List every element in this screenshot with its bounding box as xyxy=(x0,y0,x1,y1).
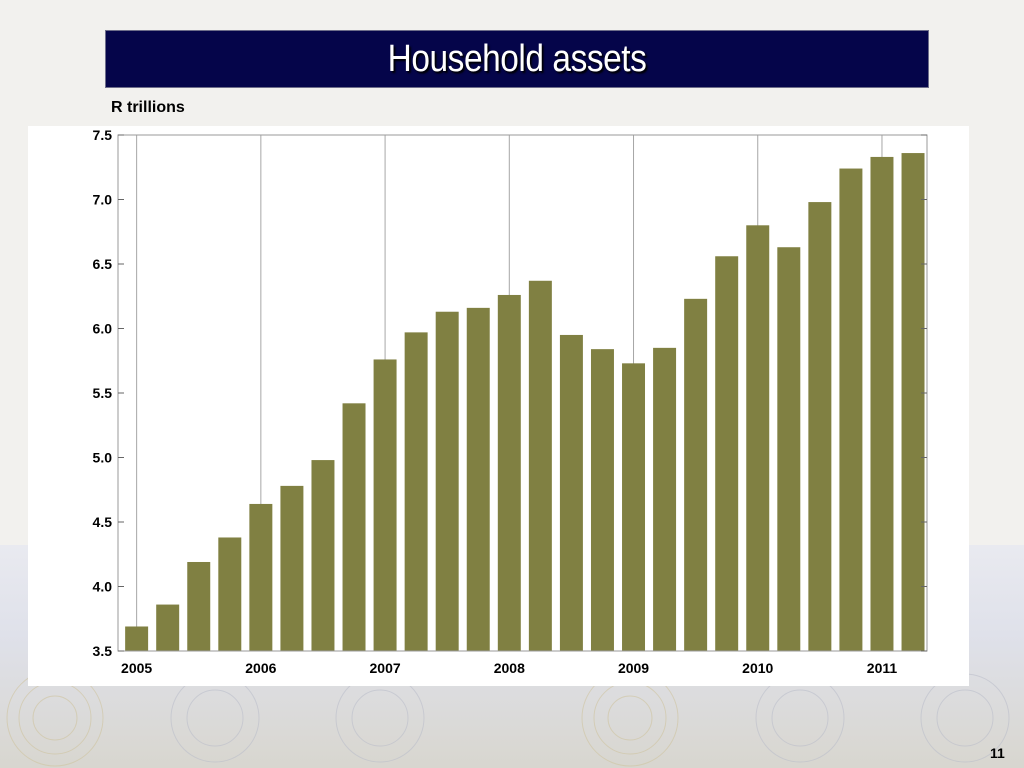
bar-2007Q3 xyxy=(435,311,459,651)
bar-2009Q3 xyxy=(684,298,708,651)
page-number: 11 xyxy=(990,745,1005,761)
y-tick-label: 3.5 xyxy=(93,643,113,659)
y-tick-label: 4.0 xyxy=(93,579,113,595)
bar-2006Q4 xyxy=(342,403,366,651)
y-tick-label: 5.5 xyxy=(93,385,113,401)
x-tick-label: 2009 xyxy=(618,660,649,676)
x-tick-label: 2008 xyxy=(494,660,525,676)
bar-2008Q4 xyxy=(590,349,614,651)
x-tick-label: 2006 xyxy=(245,660,276,676)
y-tick-label: 4.5 xyxy=(93,514,113,530)
y-axis-unit-label: R trillions xyxy=(111,99,185,116)
x-tick-label: 2011 xyxy=(867,660,898,676)
y-tick-label: 7.5 xyxy=(93,127,113,143)
bar-2006Q3 xyxy=(311,460,335,651)
chart-panel: 3.5 4.0 4.5 5.0 5.5 6.0 6.5 7.0 7.5 2005 2006 2007 2… xyxy=(28,126,969,686)
y-tick-label: 6.0 xyxy=(93,321,113,337)
x-tick-label: 2005 xyxy=(121,660,152,676)
bar-chart: 3.5 4.0 4.5 5.0 5.5 6.0 6.5 7.0 7.5 2005 2006 2007 2… xyxy=(93,127,928,676)
bar-2010Q2 xyxy=(777,247,801,651)
slide-title: Household assets xyxy=(387,37,647,80)
bar-2007Q2 xyxy=(404,332,428,651)
title-bar: Household assets xyxy=(105,30,929,88)
bar-2010Q3 xyxy=(808,202,832,651)
y-tick-label: 7.0 xyxy=(93,192,113,208)
bar-2008Q3 xyxy=(559,334,583,651)
y-tick-label: 5.0 xyxy=(93,450,113,466)
y-tick-label: 6.5 xyxy=(93,256,113,272)
bar-2007Q4 xyxy=(466,307,490,651)
bar-2008Q1 xyxy=(497,294,521,651)
bar-2005Q2 xyxy=(156,604,180,651)
bar-2005Q4 xyxy=(218,537,242,651)
bar-2005Q1 xyxy=(125,626,149,651)
bar-2009Q4 xyxy=(715,256,739,651)
bar-2010Q4 xyxy=(839,168,863,651)
bar-2005Q3 xyxy=(187,561,211,651)
x-tick-label: 2010 xyxy=(742,660,773,676)
bar-2011Q1 xyxy=(870,156,894,651)
bar-2006Q2 xyxy=(280,485,304,651)
bar-2007Q1 xyxy=(373,359,397,651)
bar-2009Q1 xyxy=(622,363,646,651)
bar-2009Q2 xyxy=(653,347,677,651)
x-tick-label: 2007 xyxy=(370,660,401,676)
bar-2008Q2 xyxy=(528,280,552,651)
bar-2010Q1 xyxy=(746,225,770,652)
bar-2006Q1 xyxy=(249,503,273,651)
bar-2011Q2 xyxy=(901,153,925,651)
